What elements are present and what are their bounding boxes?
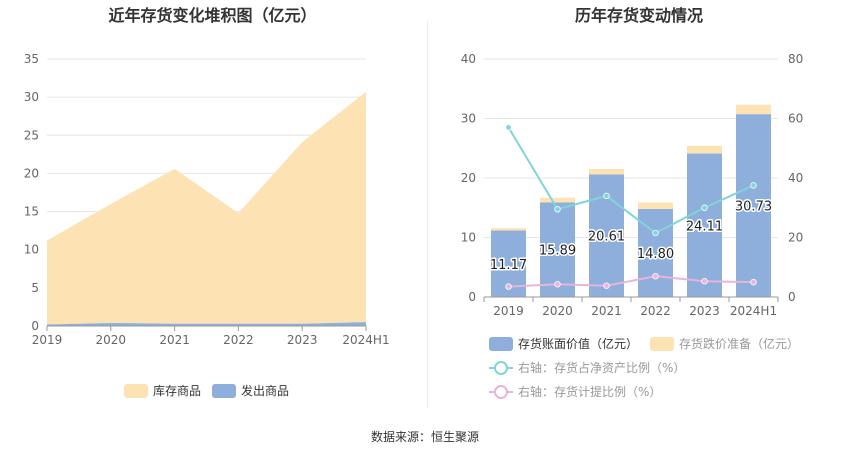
left-x-tick-label: 2020 — [96, 333, 127, 347]
right-y2-tick-label: 80 — [788, 52, 803, 66]
point-inventory-to-net-assets — [701, 204, 708, 211]
left-legend-swatch — [212, 384, 236, 398]
right-y2-tick-label: 0 — [788, 290, 796, 304]
point-inventory-to-net-assets — [750, 182, 757, 189]
bar-impairment-provision — [540, 197, 575, 203]
left-legend-swatch — [124, 384, 148, 398]
right-x-tick-label: 2021 — [591, 304, 622, 318]
point-provision-ratio — [554, 281, 561, 288]
left-y-tick-label: 30 — [24, 90, 39, 104]
bar-impairment-provision — [736, 104, 771, 115]
area-series-inventory-goods — [47, 91, 366, 325]
right-y-tick-label: 0 — [468, 290, 476, 304]
point-provision-ratio — [505, 283, 512, 290]
right-legend-label: 存货跌价准备（亿元） — [679, 336, 799, 351]
point-inventory-to-net-assets — [505, 124, 512, 131]
right-x-tick-label: 2023 — [689, 304, 720, 318]
right-y2-tick-label: 60 — [788, 112, 803, 126]
stacked-area-chart: 0 5 10 15 20 25 30 35 2019 2020 2021 2022 2023 2024H1… — [24, 52, 390, 398]
point-inventory-to-net-assets — [603, 192, 610, 200]
right-legend-marker — [494, 361, 508, 375]
bar-impairment-provision — [589, 169, 624, 175]
right-legend-label: 右轴：存货占净资产比例（%） — [518, 360, 685, 375]
left-y-tick-label: 35 — [24, 52, 39, 66]
right-y-tick-label: 30 — [461, 112, 476, 126]
left-x-tick-label: 2023 — [287, 333, 318, 347]
right-y-tick-label: 20 — [461, 171, 476, 185]
bar-book-value — [736, 114, 771, 298]
right-legend-marker — [494, 385, 508, 399]
inventory-bar-line-chart: 0 10 20 30 40 0 20 40 60 80 2019 2020 2021 2022 2023 20… — [461, 52, 803, 399]
left-y-tick-label: 10 — [24, 243, 39, 257]
data-source-value: 恒生聚源 — [431, 430, 480, 444]
left-x-tick-label: 2019 — [32, 333, 63, 347]
right-x-tick-label: 2024H1 — [730, 304, 777, 318]
left-x-tick-label: 2021 — [159, 333, 190, 347]
bar-book-value — [687, 153, 722, 297]
line-provision-ratio — [508, 275, 754, 288]
right-x-tick-label: 2020 — [542, 304, 573, 318]
right-x-tick-label: 2022 — [640, 304, 671, 318]
right-y-tick-label: 40 — [461, 52, 476, 66]
data-source-label: 数据来源： — [370, 430, 431, 444]
line-inventory-to-net-assets — [507, 126, 754, 235]
right-legend-swatch — [650, 337, 674, 351]
data-source: 数据来源：恒生聚源 — [0, 428, 850, 445]
left-x-tick-label: 2024H1 — [342, 333, 389, 347]
left-chart-title: 近年存货变化堆积图（亿元） — [108, 6, 317, 25]
left-legend-label: 库存商品 — [153, 383, 201, 398]
right-legend-label: 右轴：存货计提比例（%） — [518, 384, 661, 399]
right-y-tick-label: 10 — [461, 231, 476, 245]
right-chart-title: 历年存货变动情况 — [574, 6, 703, 25]
bar-value-label: 24.11 — [686, 219, 723, 234]
point-inventory-to-net-assets — [554, 206, 561, 213]
point-provision-ratio — [750, 278, 757, 286]
bar-impairment-provision — [687, 145, 722, 154]
panel-divider — [427, 20, 428, 408]
area-series-shipped-goods — [47, 322, 366, 326]
left-y-tick-label: 0 — [31, 319, 39, 333]
point-provision-ratio — [652, 272, 659, 280]
point-inventory-to-net-assets — [652, 229, 659, 237]
left-legend-label: 发出商品 — [241, 383, 289, 398]
right-legend-label: 存货账面价值（亿元） — [518, 336, 638, 351]
left-x-tick-label: 2022 — [223, 333, 254, 347]
bar-value-label: 30.73 — [735, 200, 772, 215]
bar-value-label: 11.17 — [490, 258, 527, 273]
right-legend-swatch — [489, 337, 513, 351]
left-y-tick-label: 5 — [31, 281, 39, 295]
bar-value-label: 14.80 — [637, 247, 674, 262]
point-provision-ratio — [603, 282, 610, 289]
bar-impairment-provision — [491, 228, 526, 231]
bar-value-label: 20.61 — [588, 230, 625, 245]
right-y2-tick-label: 20 — [788, 231, 803, 245]
point-provision-ratio — [701, 278, 708, 285]
right-y2-tick-label: 40 — [788, 171, 803, 185]
left-y-tick-label: 25 — [24, 128, 39, 142]
bar-value-label: 15.89 — [539, 244, 576, 259]
left-y-tick-label: 15 — [24, 205, 39, 219]
right-x-tick-label: 2019 — [493, 304, 524, 318]
bar-impairment-provision — [638, 202, 673, 209]
left-y-tick-label: 20 — [24, 166, 39, 180]
